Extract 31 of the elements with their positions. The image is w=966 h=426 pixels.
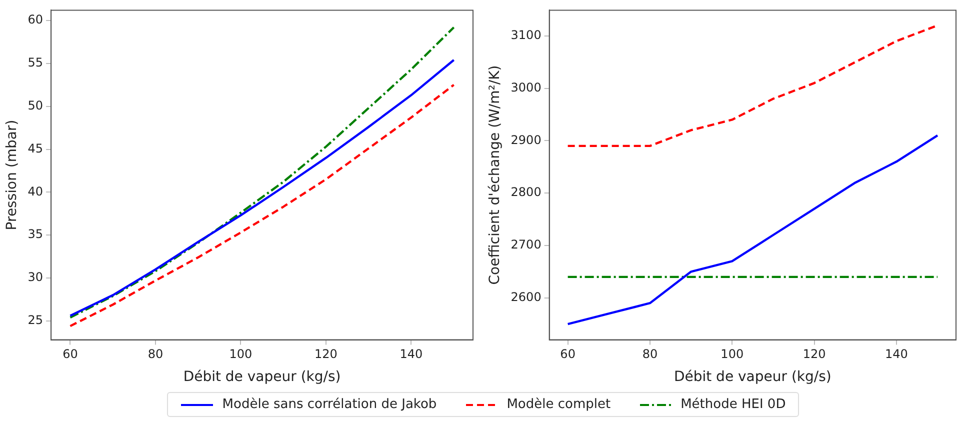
- y-tick-label: 3000: [510, 80, 542, 94]
- y-axis-title: Pression (mbar): [4, 120, 20, 230]
- x-axis-title: Débit de vapeur (kg/s): [674, 369, 832, 386]
- y-axis-title: Coefficient d'échange (W/m²/K): [487, 65, 504, 285]
- x-axis-title: Débit de vapeur (kg/s): [183, 369, 341, 386]
- y-tick-label: 2900: [510, 132, 542, 147]
- x-tick-label: 120: [802, 347, 826, 362]
- y-tick-label: 35: [28, 227, 44, 242]
- legend-label: Modèle complet: [506, 397, 611, 412]
- y-tick-label: 2700: [510, 238, 542, 252]
- y-tick-label: 40: [28, 184, 44, 198]
- y-tick-label: 3100: [510, 28, 542, 42]
- x-tick-label: 100: [720, 347, 744, 362]
- x-tick-label: 60: [560, 347, 576, 362]
- x-tick-label: 140: [884, 347, 908, 362]
- x-tick-label: 60: [62, 347, 78, 362]
- y-tick-label: 50: [28, 98, 44, 112]
- legend-label: Modèle sans corrélation de Jakob: [222, 397, 437, 412]
- y-tick-label: 30: [28, 270, 44, 284]
- x-tick-label: 120: [314, 347, 338, 362]
- x-tick-label: 80: [148, 347, 164, 362]
- y-tick-label: 45: [28, 141, 44, 156]
- x-tick-label: 100: [229, 347, 252, 362]
- y-tick-label: 2600: [510, 290, 542, 304]
- y-tick-label: 60: [28, 12, 44, 27]
- y-tick-label: 55: [28, 56, 44, 70]
- x-tick-label: 80: [642, 347, 658, 362]
- y-tick-label: 25: [28, 313, 44, 328]
- y-tick-label: 2800: [510, 185, 542, 200]
- legend-label: Méthode HEI 0D: [680, 397, 786, 412]
- x-tick-label: 140: [400, 347, 423, 362]
